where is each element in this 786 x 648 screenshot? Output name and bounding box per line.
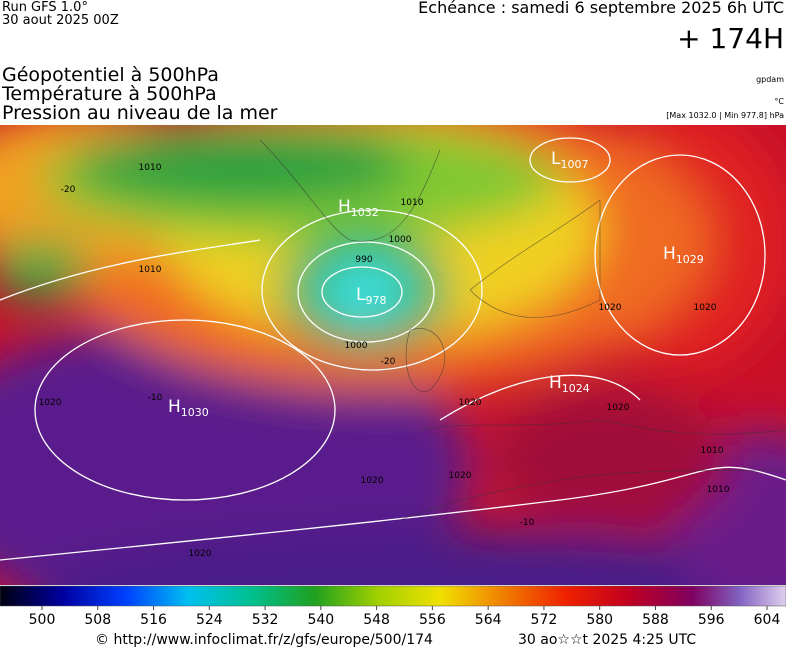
contour-label: 1020 bbox=[39, 398, 62, 408]
pressure-center: H1032 bbox=[338, 197, 379, 219]
pressure-center: H1024 bbox=[549, 373, 590, 395]
title: Température à 500hPa bbox=[1, 83, 217, 105]
colorbar-tick-label: 580 bbox=[586, 612, 613, 628]
contour-label: -10 bbox=[520, 518, 535, 528]
center-value: 1032 bbox=[351, 206, 379, 219]
generated: 30 ao☆☆t 2025 4:25 UTC bbox=[518, 632, 696, 648]
lead-time: + 174H bbox=[677, 22, 784, 55]
contour-label: 1000 bbox=[345, 341, 368, 351]
center-value: 978 bbox=[365, 294, 386, 307]
contour-label: 1020 bbox=[189, 549, 212, 559]
center-letter: H bbox=[549, 373, 562, 393]
contour-label: -20 bbox=[61, 185, 76, 195]
contour-label: 1010 bbox=[701, 446, 724, 456]
contour-label: 1010 bbox=[401, 198, 424, 208]
colorbar: 500 508 516 524 532 540 548 556 564 572 580 588 596 6… bbox=[0, 585, 786, 628]
contour-label: -10 bbox=[148, 393, 163, 403]
contour-label: 1020 bbox=[449, 471, 472, 481]
colorbar-tick-label: 508 bbox=[84, 612, 111, 628]
pressure-center: L1007 bbox=[551, 149, 588, 171]
colorbar-tick-label: 524 bbox=[196, 612, 223, 628]
pressure-center: L978 bbox=[356, 285, 386, 307]
run-date: 30 aout 2025 00Z bbox=[2, 13, 119, 28]
colorbar-tick-label: 596 bbox=[698, 612, 725, 628]
contour-label: 1020 bbox=[459, 398, 482, 408]
center-value: 1029 bbox=[676, 253, 704, 266]
valid-time: Echéance : samedi 6 septembre 2025 6h UT… bbox=[418, 0, 784, 17]
center-letter: H bbox=[168, 397, 181, 417]
colorbar-scale bbox=[0, 585, 786, 607]
colorbar-tick-label: 532 bbox=[252, 612, 279, 628]
contour-label: 1020 bbox=[607, 403, 630, 413]
center-letter: H bbox=[663, 244, 676, 264]
pressure-center: H1030 bbox=[168, 397, 209, 419]
center-value: 1030 bbox=[181, 406, 209, 419]
contour-label: 1000 bbox=[389, 235, 412, 245]
colorbar-tick-label: 548 bbox=[363, 612, 390, 628]
contour-label: 1010 bbox=[139, 163, 162, 173]
title: Pression au niveau de la mer bbox=[2, 102, 278, 124]
colorbar-tick-label: 604 bbox=[754, 612, 781, 628]
center-letter: L bbox=[356, 285, 366, 305]
map bbox=[0, 125, 786, 585]
center-letter: L bbox=[551, 149, 561, 169]
contour-label: 1020 bbox=[361, 476, 384, 486]
footer: © http://www.infoclimat.fr/z/gfs/europe/… bbox=[95, 632, 696, 648]
source: © http://www.infoclimat.fr/z/gfs/europe/… bbox=[95, 632, 433, 648]
unit: [Max 1032.0 | Min 977.8] hPa bbox=[666, 111, 784, 120]
contour-label: 1020 bbox=[599, 303, 622, 313]
run: Run GFS 1.0° bbox=[2, 0, 88, 15]
header: Run GFS 1.0° 30 aout 2025 00Z Echéance :… bbox=[1, 0, 784, 124]
colorbar-tick-label: 500 bbox=[29, 612, 56, 628]
center-value: 1024 bbox=[562, 382, 590, 395]
center-letter: H bbox=[338, 197, 351, 217]
colorbar-tick-label: 516 bbox=[140, 612, 167, 628]
colorbar-tick-label: 540 bbox=[307, 612, 334, 628]
pressure-center: H1029 bbox=[663, 244, 704, 266]
colorbar-tick-label: 556 bbox=[419, 612, 446, 628]
contour-label: 1010 bbox=[707, 485, 730, 495]
colorbar-tick-label: 588 bbox=[642, 612, 669, 628]
title: Géopotentiel à 500hPa bbox=[2, 64, 219, 86]
colorbar-tick-label: 564 bbox=[475, 612, 502, 628]
unit: gpdam bbox=[756, 75, 784, 84]
contour-label: 1010 bbox=[139, 265, 162, 275]
contour-label: 1020 bbox=[694, 303, 717, 313]
contour-labels: 1010 1010 1020 1010 990 1000 1000 1020 1020 1020 1… bbox=[39, 163, 730, 559]
center-value: 1007 bbox=[560, 158, 588, 171]
unit: °C bbox=[774, 97, 784, 106]
contour-label: 990 bbox=[355, 255, 372, 265]
contour-label: -20 bbox=[381, 357, 396, 367]
colorbar-tick-label: 572 bbox=[531, 612, 558, 628]
